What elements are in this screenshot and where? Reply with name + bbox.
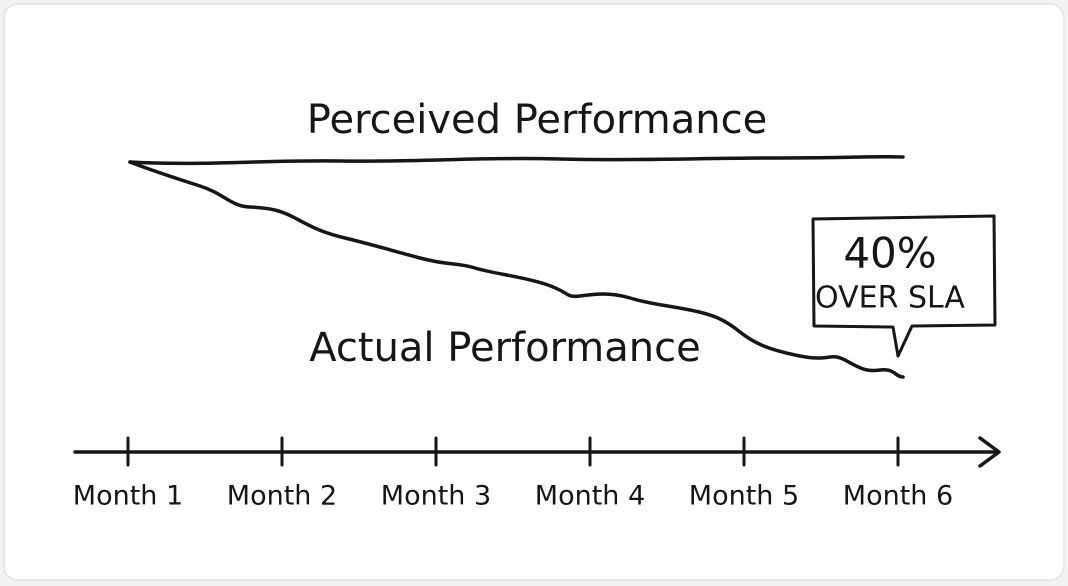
month-label: Month 6 (843, 481, 953, 512)
card (3, 3, 1065, 581)
callout-text: OVER SLA (815, 281, 965, 316)
month-label: Month 2 (227, 481, 337, 512)
month-label: Month 3 (381, 481, 491, 512)
actual-label: Actual Performance (309, 325, 701, 371)
axis-arrowhead (978, 436, 1001, 468)
month-label: Month 5 (689, 481, 799, 512)
actual-line (128, 160, 905, 379)
month-label: Month 4 (535, 481, 645, 512)
callout-headline: 40% (843, 229, 936, 278)
month-label: Month 1 (73, 481, 183, 512)
callout-bubble (811, 214, 997, 358)
perceived-line (128, 154, 905, 166)
perceived-label: Perceived Performance (307, 97, 767, 143)
